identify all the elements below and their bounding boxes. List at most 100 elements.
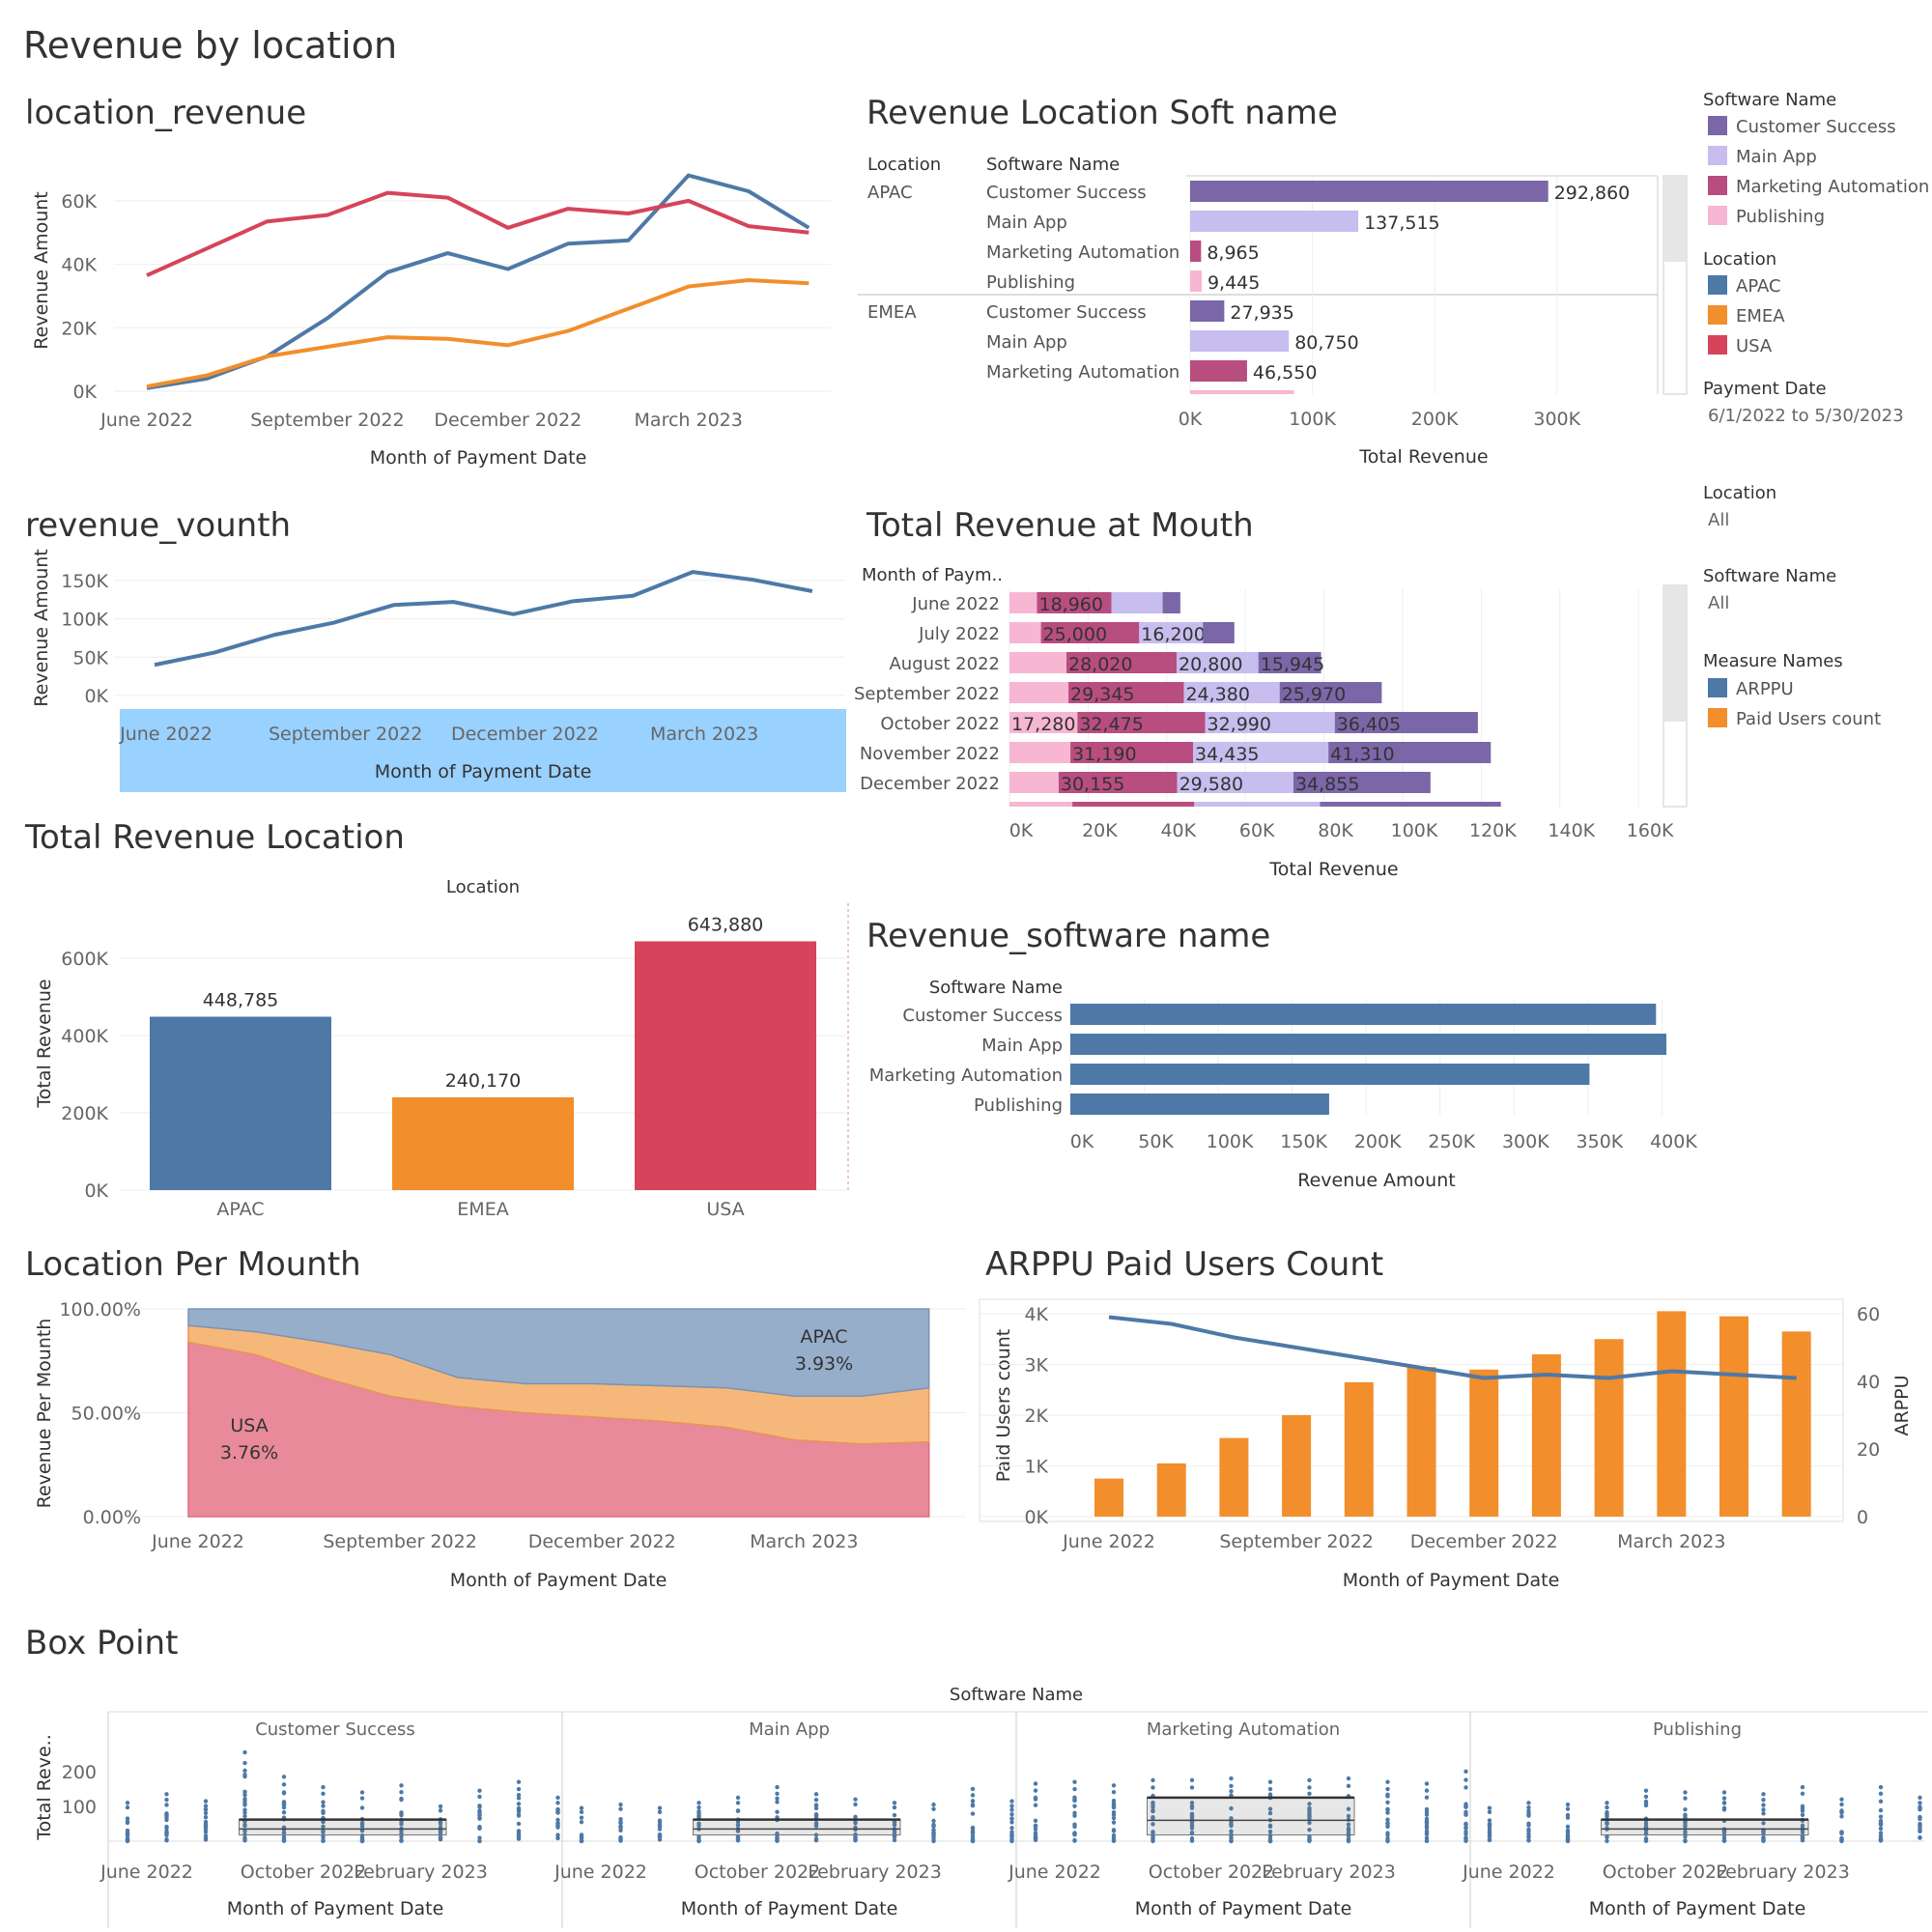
- location-label: EMEA: [867, 302, 917, 323]
- chart-arppu-paid-users[interactable]: ARPPU Paid Users Count Paid Users count AR…: [979, 1245, 1913, 1591]
- chart-revenue-vounth[interactable]: revenue_vounth Revenue Amount Month of Pay…: [25, 506, 846, 792]
- y-axis-label: Revenue Amount: [31, 191, 52, 349]
- chart-total-revenue-at-mouth[interactable]: Total Revenue at Mouth Month of Paym.. 0K 2…: [854, 506, 1688, 880]
- data-point: [1151, 1807, 1155, 1813]
- data-point: [970, 1799, 976, 1804]
- bar-segment-main-app: [1194, 802, 1321, 807]
- chart-location-revenue[interactable]: location_revenue Revenue Amount Month of P…: [25, 94, 831, 469]
- software-label: Marketing Automation: [986, 242, 1179, 263]
- data-point: [735, 1801, 741, 1805]
- data-point: [1839, 1814, 1844, 1819]
- data-point: [1721, 1830, 1727, 1834]
- data-point: [242, 1749, 247, 1755]
- panel-header: Marketing Automation: [1147, 1719, 1340, 1740]
- chart-location-per-mounth[interactable]: Location Per Mounth Revenue Per Mounth Mon…: [25, 1245, 966, 1591]
- data-point: [853, 1834, 858, 1839]
- area-apac: [187, 1308, 930, 1398]
- data-point: [1565, 1831, 1571, 1835]
- data-point: [1072, 1831, 1077, 1836]
- data-point: [516, 1812, 522, 1817]
- y-tick-label: 0K: [72, 382, 97, 403]
- data-point: [1346, 1806, 1351, 1811]
- data-point: [438, 1829, 443, 1834]
- x-tick-label: December 2022: [1410, 1531, 1558, 1552]
- x-tick-label: 300K: [1533, 409, 1580, 430]
- data-point: [1189, 1838, 1195, 1843]
- data-point: [1111, 1802, 1117, 1806]
- data-point: [516, 1786, 522, 1792]
- software-label: Customer Success: [986, 302, 1147, 323]
- chart-box-point[interactable]: Box Point Software Name Total Reve.. 100 200…: [25, 1624, 1928, 1928]
- filter-software-value: All: [1708, 593, 1729, 613]
- chart-revenue-location-soft-name[interactable]: Revenue Location Soft name Location Softwa…: [858, 94, 1688, 468]
- data-point: [618, 1806, 623, 1811]
- data-point: [1918, 1806, 1922, 1812]
- bar-paid-users: [1282, 1415, 1312, 1517]
- chart-total-revenue-location[interactable]: Total Revenue Location Location Total Reve…: [24, 818, 849, 1220]
- legend-panel[interactable]: Software Name Customer Success Main App Mar…: [1703, 90, 1929, 729]
- x-axis-label: Month of Payment Date: [1135, 1898, 1352, 1919]
- data-point: [579, 1815, 584, 1820]
- data-point: [657, 1805, 663, 1810]
- data-point: [970, 1811, 976, 1816]
- data-point: [1526, 1834, 1531, 1839]
- x-tick-label: February 2023: [354, 1861, 488, 1883]
- data-point: [1151, 1814, 1155, 1820]
- category-label: Customer Success: [902, 1006, 1063, 1026]
- bar-paid-users: [1781, 1331, 1811, 1517]
- software-label: Publishing: [986, 272, 1075, 293]
- data-point: [1229, 1823, 1234, 1829]
- data-point: [1839, 1837, 1844, 1843]
- bar-emea-customer-success: [1190, 300, 1225, 322]
- chart-title: Revenue_software name: [867, 917, 1270, 955]
- chart-title: revenue_vounth: [25, 506, 291, 545]
- data-point: [1878, 1799, 1884, 1804]
- panel-header: Main App: [749, 1719, 830, 1740]
- data-point: [321, 1819, 326, 1825]
- x-tick-label: 0K: [1179, 409, 1203, 430]
- data-point: [813, 1803, 819, 1808]
- x-tick-label: 250K: [1428, 1131, 1475, 1152]
- bar-segment-customer-success: [1320, 802, 1501, 807]
- data-point: [735, 1823, 741, 1828]
- data-point: [892, 1837, 897, 1843]
- y-tick-label: 200: [62, 1762, 97, 1783]
- data-point: [1800, 1823, 1805, 1828]
- data-point: [203, 1815, 209, 1820]
- data-point: [1111, 1815, 1117, 1821]
- data-point: [125, 1835, 130, 1841]
- chart-title: Box Point: [25, 1624, 178, 1662]
- data-point: [1487, 1837, 1492, 1842]
- data-point: [970, 1831, 976, 1835]
- x-tick-label: March 2023: [1617, 1531, 1725, 1552]
- data-point: [1643, 1803, 1649, 1808]
- x-tick-label: December 2022: [451, 724, 599, 745]
- data-point: [735, 1819, 741, 1825]
- data-point: [1878, 1826, 1884, 1832]
- data-point: [1009, 1804, 1014, 1808]
- data-point: [242, 1760, 247, 1766]
- data-point: [813, 1792, 819, 1797]
- data-point: [1307, 1805, 1312, 1810]
- data-point: [1385, 1838, 1390, 1843]
- data-point: [1189, 1801, 1195, 1805]
- data-point: [399, 1796, 404, 1802]
- bar-segment-customer-success: [1162, 592, 1180, 613]
- data-point: [281, 1838, 287, 1843]
- legend-swatch-apac: [1708, 275, 1727, 295]
- data-point: [399, 1822, 404, 1827]
- data-point: [775, 1791, 780, 1796]
- x-tick-label: 200K: [1354, 1131, 1402, 1152]
- chart-revenue-software-name[interactable]: Revenue_software name Software Name 0K 50K 1…: [867, 917, 1697, 1191]
- data-point: [516, 1805, 522, 1811]
- legend-item-customer-success: Customer Success: [1736, 117, 1896, 137]
- x-axis-label: Revenue Amount: [1297, 1170, 1455, 1191]
- data-point: [1033, 1824, 1038, 1829]
- bar-segment-customer-success: [1328, 742, 1492, 763]
- legend-item-usa: USA: [1736, 336, 1773, 356]
- data-label: 27,935: [1230, 302, 1293, 324]
- x-tick-label: 40K: [1160, 820, 1196, 841]
- data-point: [657, 1824, 663, 1829]
- software-label: Customer Success: [986, 183, 1147, 203]
- x-tick-label: 100K: [1289, 409, 1336, 430]
